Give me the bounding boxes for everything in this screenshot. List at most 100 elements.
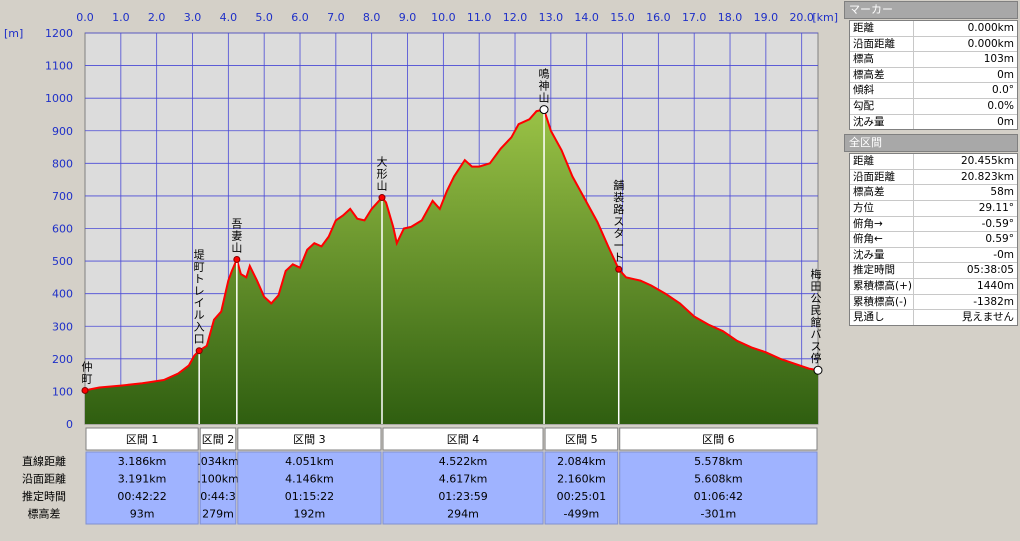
info-label: 距離 (850, 154, 914, 169)
segment-value: -499m (564, 508, 600, 521)
segment-header-label: 区間 1 (126, 433, 159, 446)
info-value: 29.11° (978, 201, 1014, 214)
info-label: 標高 (850, 52, 914, 67)
segment-row-label: 沿面距離 (22, 472, 66, 486)
x-tick-label: 18.0 (718, 11, 743, 24)
x-tick-label: 9.0 (399, 11, 417, 24)
info-value: 0m (997, 115, 1014, 128)
info-row: 沿面距離 20.823km (850, 169, 1017, 186)
info-row: 沈み量 0m (850, 114, 1017, 130)
info-value: -0m (993, 248, 1014, 261)
info-row: 俯角← 0.59° (850, 232, 1017, 248)
info-value: 0.000km (967, 22, 1014, 34)
info-label: 標高差 (850, 185, 914, 200)
y-tick-label: 700 (52, 190, 73, 203)
info-label: 累積標高(+) (850, 278, 914, 294)
x-tick-label: 8.0 (363, 11, 381, 24)
info-row: 俯角→ -0.59° (850, 216, 1017, 233)
segment-value: 01:23:59 (438, 490, 487, 503)
x-tick-label: 1.0 (112, 11, 130, 24)
info-value: 1440m (977, 279, 1014, 292)
x-tick-label: 10.0 (431, 11, 456, 24)
segment-value: 279m (202, 508, 234, 521)
marker-label: 仲町 (82, 359, 93, 385)
marker-info-table: 距離 0.000km 沿面距離 0.000km 標高 103m 標高差 0m 傾斜 0.0° 勾配 0… (849, 20, 1018, 131)
marker-point (378, 194, 386, 202)
marker-point (813, 365, 823, 375)
info-value: -0.59° (981, 217, 1014, 230)
segment-values-cell (619, 451, 818, 525)
marker-label: 舗装路スタート (613, 178, 624, 264)
info-value: 0m (997, 68, 1014, 81)
x-tick-label: 7.0 (327, 11, 345, 24)
segment-value: 4.617km (439, 473, 488, 486)
x-tick-label: 6.0 (291, 11, 309, 24)
info-value: 0.0% (987, 99, 1014, 112)
info-row: 見通し 見えません (850, 310, 1017, 325)
info-row: 累積標高(+) 1440m (850, 278, 1017, 295)
info-label: 見通し (850, 310, 914, 325)
info-value: 103m (983, 53, 1014, 66)
y-unit-label: [m] (4, 27, 23, 40)
elevation-profile-chart[interactable]: 0 100 200 300 400 500 600 700 800 900 1000 1100 1200… (0, 0, 842, 541)
y-tick-label: 800 (52, 157, 73, 170)
segment-value: 01:15:22 (285, 490, 334, 503)
x-unit-label: [km] (812, 11, 838, 24)
segment-header-cell (544, 427, 619, 451)
segment-value: 4.051km (285, 455, 334, 468)
segment-header-label: 区間 3 (293, 433, 326, 446)
y-tick-label: 0 (66, 418, 73, 431)
segment-header-label: 区間 2 (202, 433, 235, 446)
segment-value: 294m (447, 508, 479, 521)
marker-panel-title: マーカー (844, 1, 1018, 19)
info-label: 標高差 (850, 67, 914, 83)
y-tick-label: 500 (52, 255, 73, 268)
info-value: 58m (990, 186, 1014, 199)
info-label: 俯角→ (850, 216, 914, 232)
marker-label: 梅田公民館バス停 (811, 267, 822, 365)
info-label: 傾斜 (850, 83, 914, 98)
info-value: -1382m (973, 295, 1014, 308)
segment-value: 00:25:01 (557, 490, 606, 503)
info-row: 標高 103m (850, 52, 1017, 68)
marker-point (233, 255, 241, 263)
y-tick-label: 900 (52, 125, 73, 138)
info-label: 沈み量 (850, 114, 914, 130)
info-row: 勾配 0.0% (850, 98, 1017, 115)
info-value: 0.0° (992, 84, 1014, 97)
segment-values-cell (199, 451, 237, 525)
marker-label: 大形山 (376, 155, 387, 193)
x-tick-label: 0.0 (76, 11, 94, 24)
segment-header-cell (237, 427, 382, 451)
info-row: 傾斜 0.0° (850, 83, 1017, 99)
x-tick-label: 15.0 (610, 11, 635, 24)
segment-row-label: 推定時間 (22, 489, 66, 503)
marker-point (615, 265, 623, 273)
segment-row-label: 直線距離 (22, 454, 66, 468)
info-label: 沿面距離 (850, 169, 914, 185)
x-tick-label: 17.0 (682, 11, 707, 24)
y-tick-label: 600 (52, 223, 73, 236)
x-tick-label: 2.0 (148, 11, 166, 24)
info-label: 勾配 (850, 98, 914, 114)
info-row: 標高差 0m (850, 67, 1017, 84)
segment-header-cell (382, 427, 544, 451)
y-tick-label: 1000 (45, 92, 73, 105)
segment-value: 3.191km (118, 473, 167, 486)
info-side-panel: マーカー 距離 0.000km 沿面距離 0.000km 標高 103m 標高差 0m 傾斜 0.… (843, 0, 1020, 541)
info-value: 見えません (961, 311, 1014, 324)
segment-value: 2.084km (557, 455, 606, 468)
segment-value: .034km (197, 455, 239, 468)
total-info-table: 距離 20.455km 沿面距離 20.823km 標高差 58m 方位 29.11° 俯角→ -… (849, 153, 1018, 326)
y-tick-label: 1200 (45, 27, 73, 40)
y-tick-label: 1100 (45, 60, 73, 73)
segment-value: 4.146km (285, 473, 334, 486)
x-tick-label: 4.0 (220, 11, 238, 24)
segment-header-cell (85, 427, 199, 451)
segment-value: 192m (294, 508, 326, 521)
info-label: 沿面距離 (850, 36, 914, 52)
segment-header-label: 区間 5 (565, 433, 598, 446)
marker-label: 堤町トレイル入口 (194, 249, 205, 346)
segment-value: 2.160km (557, 473, 606, 486)
info-row: 推定時間 05:38:05 (850, 263, 1017, 279)
